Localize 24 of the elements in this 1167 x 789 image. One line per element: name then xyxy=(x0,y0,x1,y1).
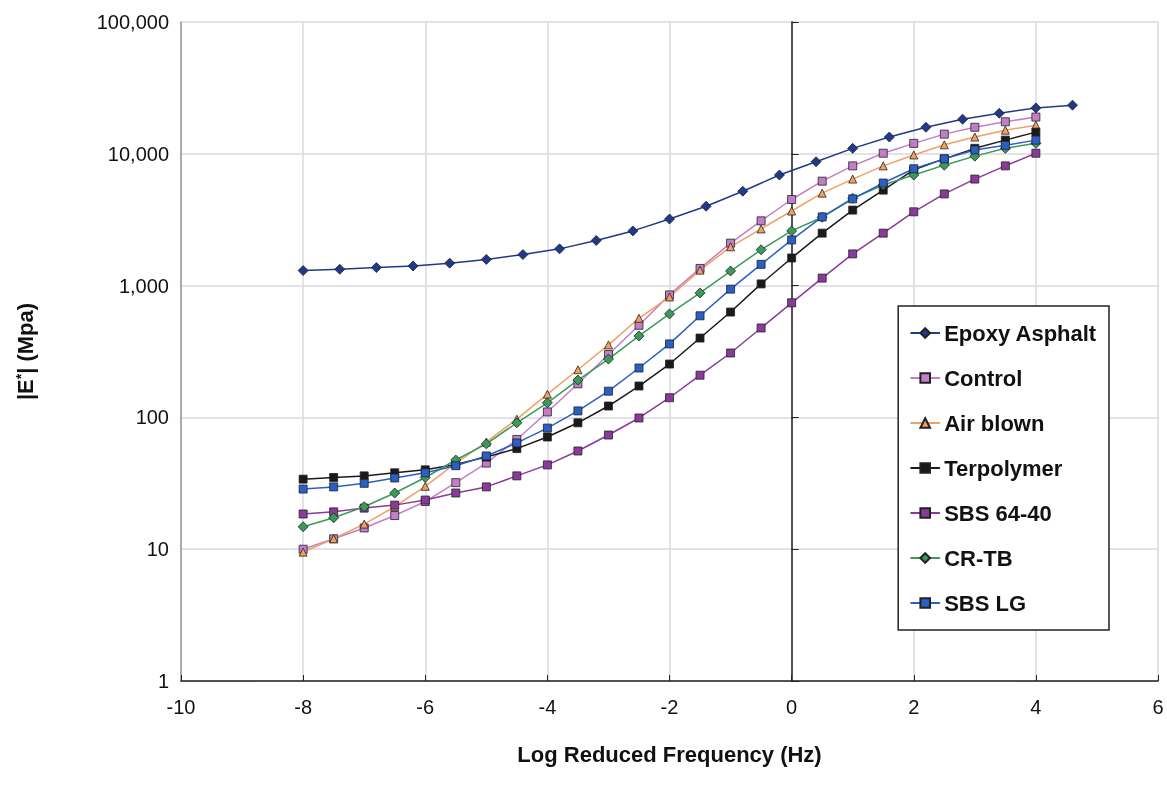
legend-label: Air blown xyxy=(944,410,1045,436)
y-tick-label: 10 xyxy=(146,538,169,561)
x-axis-title: Log Reduced Frequency (Hz) xyxy=(517,741,822,767)
y-tick-label: 100,000 xyxy=(96,11,169,33)
x-tick-label: 0 xyxy=(786,696,798,718)
x-tick-label: -8 xyxy=(294,696,313,718)
legend-label: SBS LG xyxy=(944,590,1027,616)
y-axis-title: |E*| (Mpa) xyxy=(12,302,38,401)
x-tick-label: -2 xyxy=(660,696,679,718)
y-tick-label: 100 xyxy=(135,406,169,429)
x-tick-label: 2 xyxy=(908,696,920,718)
legend-label: Terpolymer xyxy=(944,455,1063,481)
y-tick-label: 1 xyxy=(157,670,169,692)
x-tick-label: -6 xyxy=(416,696,435,718)
legend-label: Epoxy Asphalt xyxy=(944,320,1097,346)
x-tick-label: -10 xyxy=(166,696,196,718)
x-tick-label: 4 xyxy=(1030,696,1042,718)
legend-label: Control xyxy=(944,365,1023,391)
y-tick-label: 1,000 xyxy=(118,274,169,297)
x-tick-label: 6 xyxy=(1152,696,1164,718)
x-tick-label: -4 xyxy=(538,696,557,718)
legend-label: SBS 64-40 xyxy=(944,500,1052,526)
y-tick-label: 10,000 xyxy=(107,142,169,165)
legend-label: CR-TB xyxy=(944,545,1013,571)
